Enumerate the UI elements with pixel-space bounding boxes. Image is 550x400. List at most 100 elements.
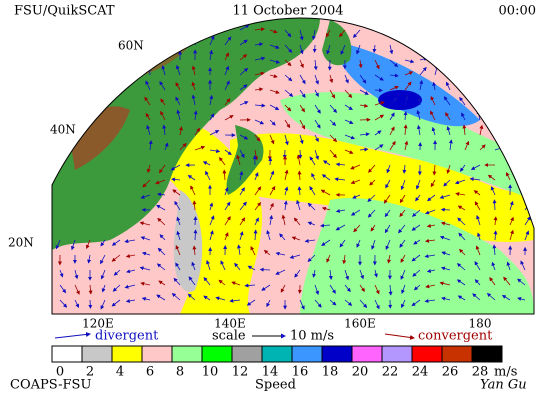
wind-arrow [191,81,196,91]
speed-zone [230,133,534,243]
wind-arrow [454,179,466,185]
wind-arrow [176,109,181,121]
wind-arrow [289,254,301,259]
wind-arrow [254,56,266,61]
wind-arrow [401,299,406,309]
wind-arrow [415,194,421,202]
wind-arrow [374,59,380,70]
wind-arrow [160,98,166,106]
wind-arrow [356,44,361,55]
wind-arrow [441,296,451,301]
wind-arrow [192,245,197,256]
wind-arrow [297,170,302,181]
wind-arrow [85,239,91,250]
wind-arrow [269,170,275,181]
wind-arrow [111,239,121,246]
wind-arrow [175,96,181,106]
wind-arrow [284,119,291,129]
colorbar-swatch [471,345,503,363]
wind-arrow [155,179,166,185]
wind-arrow [459,248,466,256]
wind-arrow [224,201,231,211]
wind-arrow [203,295,211,301]
wind-arrow [455,192,466,196]
wind-arrow [170,164,181,171]
wind-arrow [224,65,230,76]
wind-arrow [334,177,346,182]
wind-arrow [224,232,229,241]
colorbar-tick: 8 [176,365,184,380]
wind-arrow [457,205,466,211]
wind-arrow [404,95,409,106]
wind-arrow [239,170,244,181]
wind-arrow [506,171,511,181]
wind-arrow [517,278,526,286]
wind-arrow [424,254,436,259]
wind-arrow [520,260,526,271]
wind-arrow [176,216,181,226]
speed-zone [378,90,422,110]
wind-arrow [404,59,415,64]
wind-arrow [321,174,331,181]
wind-arrow [353,224,361,233]
wind-arrow [140,194,151,199]
wind-arrow [299,29,304,41]
wind-arrow [374,299,380,310]
colorbar-tick: 16 [292,365,309,380]
wind-arrow [359,284,365,292]
lon-label: 160E [344,317,376,331]
wind-arrow [194,127,201,136]
colorbar-label: Speed [255,378,296,393]
wind-arrow [191,261,196,271]
wind-arrow [148,140,153,151]
wind-arrow [284,134,289,146]
wind-arrow [427,194,436,202]
wind-arrow [269,104,280,110]
wind-arrow [229,298,241,303]
wind-arrow [383,194,391,204]
wind-arrow [307,254,316,263]
wind-arrow [307,221,316,226]
wind-arrow [158,280,166,286]
wind-arrow [446,164,451,174]
wind-arrow [312,44,317,53]
wind-arrow [254,201,261,211]
wind-arrow [374,88,383,93]
wind-arrow [254,134,261,142]
wind-arrow [493,216,498,226]
colorbar-tick: 24 [412,365,429,380]
wind-arrow [284,89,294,97]
colorbar-swatch [51,345,83,363]
wind-arrow [344,89,353,98]
wind-arrow [190,185,196,196]
wind-arrow [156,294,166,301]
wind-arrow [124,239,136,244]
wind-arrow [59,269,64,278]
wind-arrow [448,139,453,151]
wind-arrow [209,230,214,241]
wind-arrow [206,260,211,271]
wind-arrow [491,261,496,271]
wind-arrow [254,119,265,125]
footer-signature: Yan Gu [480,378,527,393]
wind-arrow [325,29,331,38]
wind-arrow [329,134,338,143]
wind-arrow [501,294,511,301]
wind-arrow [309,156,316,166]
wind-arrow [231,281,241,286]
wind-arrow [387,254,391,264]
wind-arrow [404,81,412,91]
wind-arrow [247,265,256,271]
wind-arrow [299,134,304,145]
wind-arrow [412,269,421,277]
wind-arrow [299,74,306,85]
wind-arrow [296,154,301,166]
wind-arrow [426,268,436,273]
wind-arrow [269,185,276,196]
wind-arrow [209,202,214,211]
wind-arrow [88,299,93,309]
wind-arrow [431,126,436,136]
wind-arrow [399,194,406,204]
wind-arrow [70,239,76,251]
wind-arrow [432,164,437,176]
